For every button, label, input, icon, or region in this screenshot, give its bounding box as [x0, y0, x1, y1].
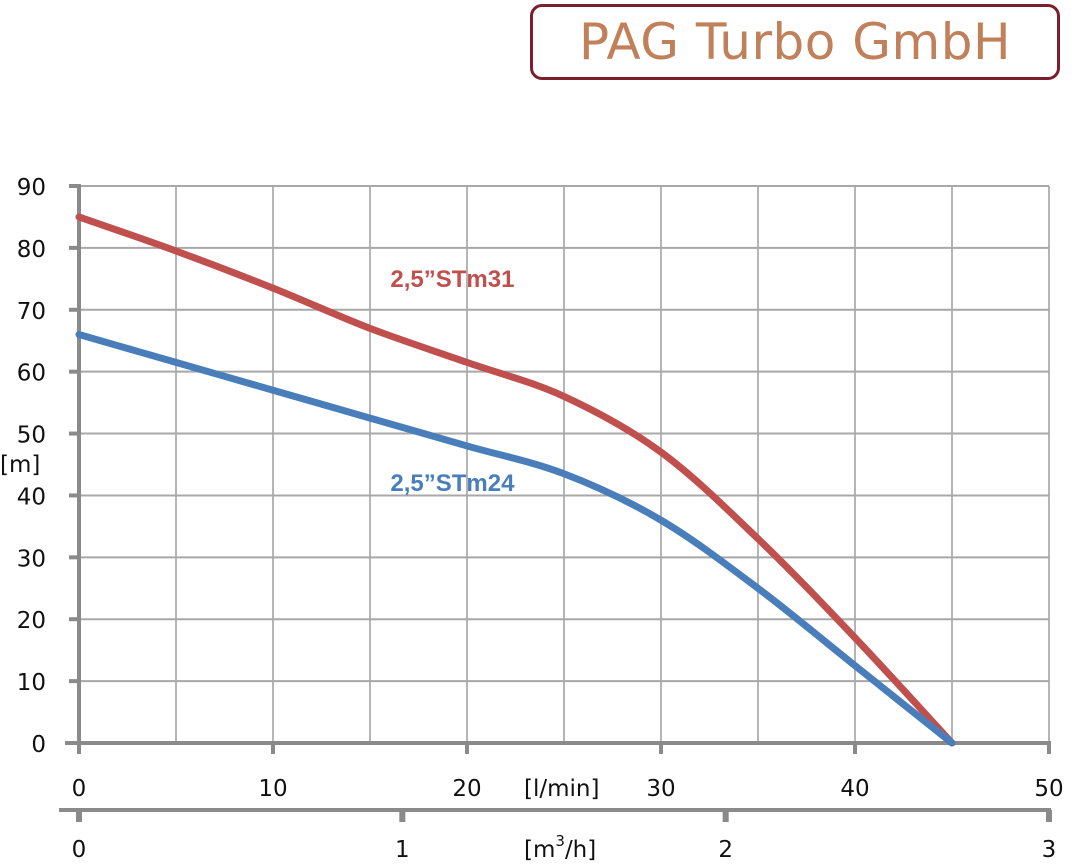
y-tick-label: 30: [17, 546, 46, 572]
x-tick-label: 10: [258, 776, 287, 802]
x-axis-unit-label: [l/min]: [524, 776, 599, 802]
x2-unit-base: [m: [524, 837, 555, 863]
y-tick-label: 60: [17, 361, 46, 387]
y-tick-label: 80: [17, 237, 46, 263]
grid-lines: [79, 185, 1050, 743]
x-tick-label: 30: [646, 776, 675, 802]
series-line-25stm31: [75, 213, 956, 747]
x2-tick-label: 0: [72, 837, 87, 863]
axes: [59, 184, 1052, 822]
x2-tick-label: 1: [395, 837, 410, 863]
y-tick-label: 10: [17, 670, 46, 696]
series-label: 2,5”STm31: [390, 266, 514, 293]
brand-logo-box: PAG Turbo GmbH: [530, 4, 1060, 80]
y-tick-label: 0: [31, 732, 46, 758]
tick-labels: 0 10 20 30 40 50 60 70 80 90 0 10 20 30 40 50 0 1 2 3: [17, 175, 1064, 863]
series-label: 2,5”STm24: [390, 470, 515, 497]
y-axis-unit-label: [m]: [0, 452, 40, 478]
series-labels: 2,5”STm31 2,5”STm24: [390, 266, 515, 497]
x2-axis-unit-label: [m3/h]: [524, 832, 596, 863]
x-tick-label: 20: [452, 776, 481, 802]
series-line-25stm24: [75, 331, 956, 747]
y-tick-label: 90: [17, 175, 46, 201]
x2-unit-tail: /h]: [565, 837, 596, 863]
x2-tick-label: 3: [1042, 837, 1057, 863]
x-tick-label: 0: [72, 776, 87, 802]
y-tick-label: 70: [17, 299, 46, 325]
y-tick-label: 50: [17, 423, 46, 449]
brand-name: PAG Turbo GmbH: [578, 13, 1012, 71]
x2-unit-superscript: 3: [555, 832, 565, 850]
x2-tick-label: 2: [718, 837, 733, 863]
series-lines: [75, 213, 956, 747]
x-tick-label: 50: [1034, 776, 1063, 802]
x-tick-label: 40: [840, 776, 869, 802]
y-tick-label: 20: [17, 608, 46, 634]
y-tick-label: 40: [17, 484, 46, 510]
